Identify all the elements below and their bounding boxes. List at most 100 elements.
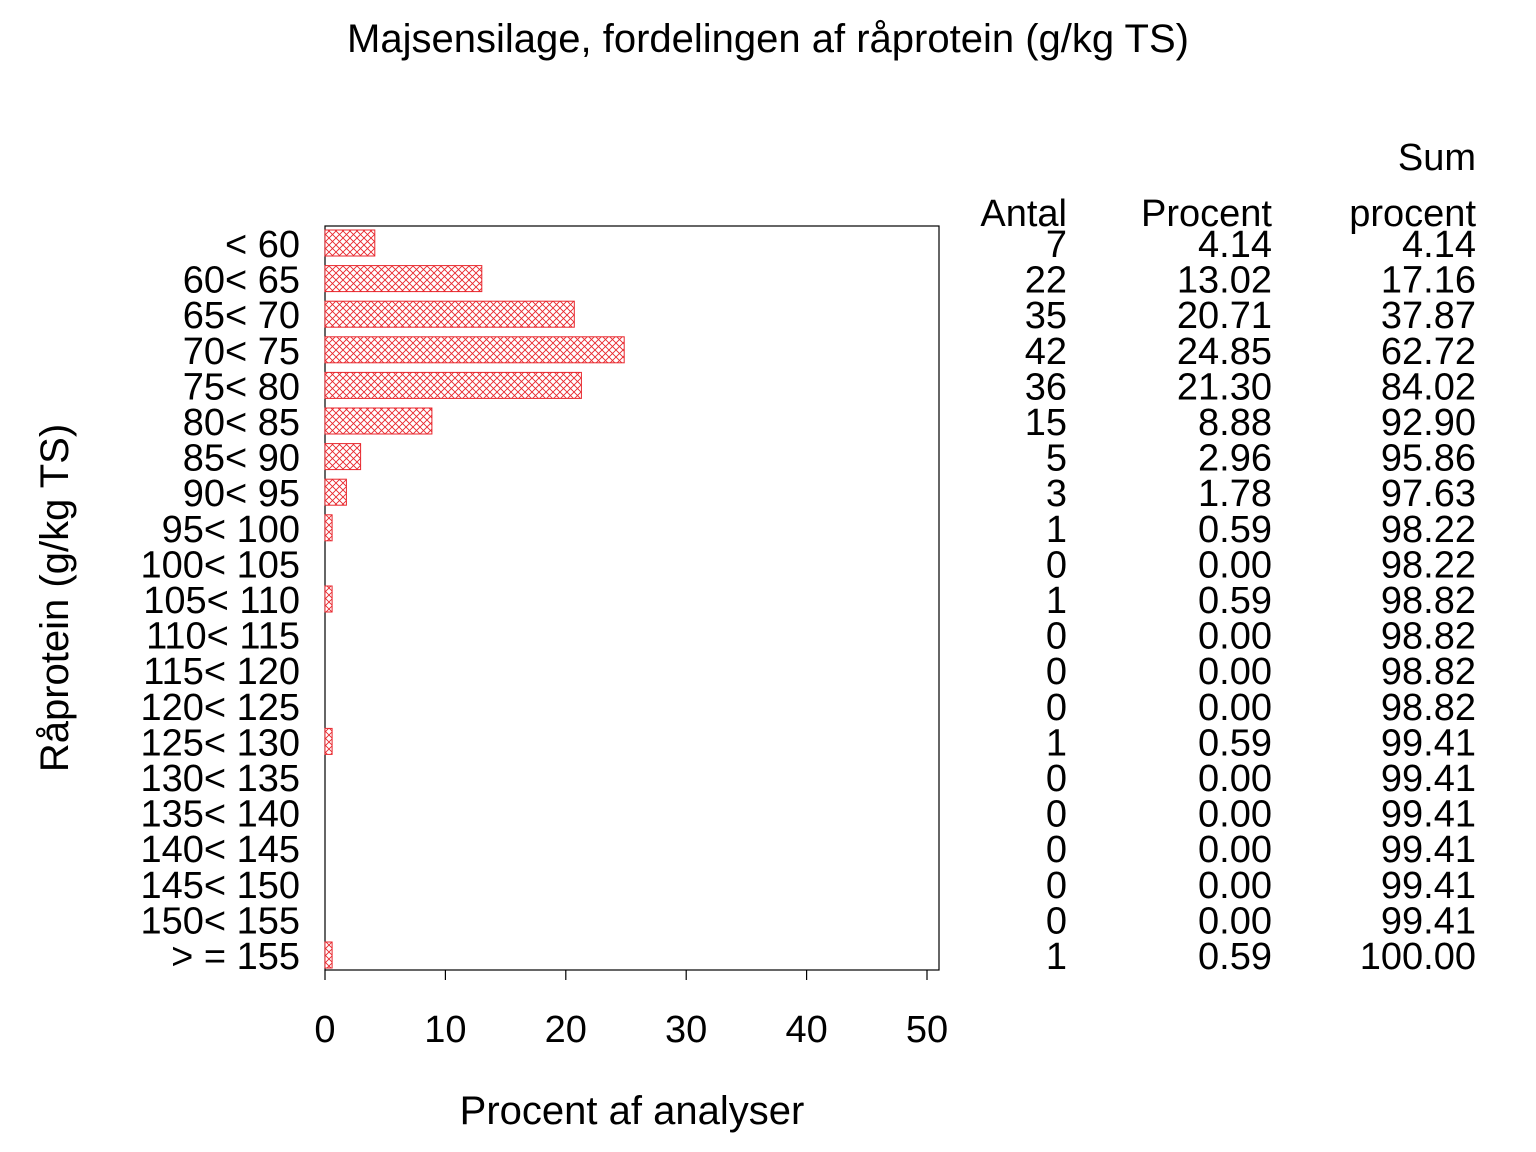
table-cell-procent: 0.59 xyxy=(1198,936,1272,978)
table-cell-sum-procent: 99.41 xyxy=(1381,794,1476,836)
bars-group xyxy=(324,229,625,969)
table-cell-antal: 0 xyxy=(1046,865,1067,907)
table-cell-antal: 5 xyxy=(1046,438,1067,480)
table-cell-antal: 0 xyxy=(1046,758,1067,800)
bar xyxy=(324,336,625,364)
table-cell-antal: 0 xyxy=(1046,616,1067,658)
category-label: 130< 135 xyxy=(140,758,300,800)
category-label: 110< 115 xyxy=(146,616,300,658)
bar xyxy=(324,514,333,542)
category-label: 140< 145 xyxy=(140,829,300,871)
table-cell-procent: 0.00 xyxy=(1198,758,1272,800)
table-cell-procent: 0.00 xyxy=(1198,651,1272,693)
table-cell-procent: 1.78 xyxy=(1198,473,1272,515)
x-tick-label: 40 xyxy=(785,1009,827,1051)
table-cell-sum-procent: 95.86 xyxy=(1381,438,1476,480)
header-antal: Antal xyxy=(980,193,1067,235)
table-cell-procent: 0.59 xyxy=(1198,509,1272,551)
category-label: 120< 125 xyxy=(140,687,300,729)
y-axis-title: Råprotein (g/kg TS) xyxy=(33,424,77,772)
header-sum-line1: Sum xyxy=(1398,137,1476,179)
table-cell-antal: 1 xyxy=(1046,936,1067,978)
category-label: 65< 70 xyxy=(183,295,300,337)
table-cell-procent: 20.71 xyxy=(1177,295,1272,337)
category-label: 145< 150 xyxy=(140,865,300,907)
table-cell-procent: 0.00 xyxy=(1198,544,1272,586)
table-cell-antal: 22 xyxy=(1025,260,1067,302)
category-label: 100< 105 xyxy=(140,544,300,586)
table-cell-sum-procent: 99.41 xyxy=(1381,758,1476,800)
x-tick-label: 10 xyxy=(424,1009,466,1051)
table-cell-procent: 0.59 xyxy=(1198,722,1272,764)
x-tick-label: 0 xyxy=(314,1009,335,1051)
table-cell-procent: 2.96 xyxy=(1198,438,1272,480)
bar xyxy=(324,229,376,257)
bar xyxy=(324,727,333,755)
table-cell-sum-procent: 62.72 xyxy=(1381,331,1476,373)
table-cell-procent: 4.14 xyxy=(1198,224,1272,266)
table-cell-antal: 1 xyxy=(1046,580,1067,622)
table-cell-procent: 0.00 xyxy=(1198,829,1272,871)
category-label: 105< 110 xyxy=(143,580,300,622)
chart-title: Majsensilage, fordelingen af råprotein (… xyxy=(347,17,1189,61)
table-cell-sum-procent: 100.00 xyxy=(1360,936,1476,978)
bar xyxy=(324,478,347,506)
table-cell-sum-procent: 98.82 xyxy=(1381,616,1476,658)
table-cell-sum-procent: 98.82 xyxy=(1381,580,1476,622)
category-label: < 60 xyxy=(225,224,300,266)
table-cell-antal: 1 xyxy=(1046,722,1067,764)
table-cell-sum-procent: 92.90 xyxy=(1381,402,1476,444)
x-tick-label: 30 xyxy=(665,1009,707,1051)
table-cell-sum-procent: 4.14 xyxy=(1402,224,1476,266)
category-label: 70< 75 xyxy=(183,331,300,373)
x-axis-title: Procent af analyser xyxy=(460,1089,805,1133)
bar xyxy=(324,407,433,435)
table-cell-antal: 0 xyxy=(1046,900,1067,942)
category-label: 75< 80 xyxy=(183,366,300,408)
category-label: 135< 140 xyxy=(140,794,300,836)
table-cell-sum-procent: 99.41 xyxy=(1381,722,1476,764)
table-cell-sum-procent: 99.41 xyxy=(1381,829,1476,871)
table-cell-antal: 0 xyxy=(1046,829,1067,871)
table-cell-procent: 0.00 xyxy=(1198,794,1272,836)
table-cell-antal: 36 xyxy=(1025,366,1067,408)
table-cell-antal: 42 xyxy=(1025,331,1067,373)
bar xyxy=(324,443,362,471)
table-cell-antal: 0 xyxy=(1046,651,1067,693)
table-cell-sum-procent: 84.02 xyxy=(1381,366,1476,408)
table-cell-procent: 0.00 xyxy=(1198,687,1272,729)
table-cell-procent: 0.00 xyxy=(1198,865,1272,907)
table-cell-procent: 8.88 xyxy=(1198,402,1272,444)
table-cell-antal: 1 xyxy=(1046,509,1067,551)
bar xyxy=(324,300,575,328)
table-cell-antal: 15 xyxy=(1025,402,1067,444)
category-label: 95< 100 xyxy=(162,509,300,551)
table-cell-antal: 0 xyxy=(1046,687,1067,729)
category-label: 150< 155 xyxy=(140,900,300,942)
category-label: 90< 95 xyxy=(183,473,300,515)
table-cell-sum-procent: 37.87 xyxy=(1381,295,1476,337)
table-cell-sum-procent: 98.22 xyxy=(1381,544,1476,586)
bar xyxy=(324,585,333,613)
category-label: > = 155 xyxy=(171,936,300,978)
table-cell-procent: 24.85 xyxy=(1177,331,1272,373)
bar xyxy=(324,371,582,399)
table-cell-antal: 7 xyxy=(1046,224,1067,266)
category-label: 125< 130 xyxy=(140,722,300,764)
table-cell-procent: 0.00 xyxy=(1198,900,1272,942)
table-cell-procent: 21.30 xyxy=(1177,366,1272,408)
table-cell-sum-procent: 97.63 xyxy=(1381,473,1476,515)
category-label: 85< 90 xyxy=(183,438,300,480)
table-cell-antal: 0 xyxy=(1046,544,1067,586)
x-tick-label: 20 xyxy=(545,1009,587,1051)
table-cell-procent: 13.02 xyxy=(1177,260,1272,302)
header-procent: Procent xyxy=(1141,193,1272,235)
table-cell-sum-procent: 98.82 xyxy=(1381,651,1476,693)
table-cell-sum-procent: 98.22 xyxy=(1381,509,1476,551)
table-cell-sum-procent: 99.41 xyxy=(1381,900,1476,942)
table-cell-antal: 3 xyxy=(1046,473,1067,515)
table-cell-procent: 0.59 xyxy=(1198,580,1272,622)
table-cell-sum-procent: 17.16 xyxy=(1381,260,1476,302)
